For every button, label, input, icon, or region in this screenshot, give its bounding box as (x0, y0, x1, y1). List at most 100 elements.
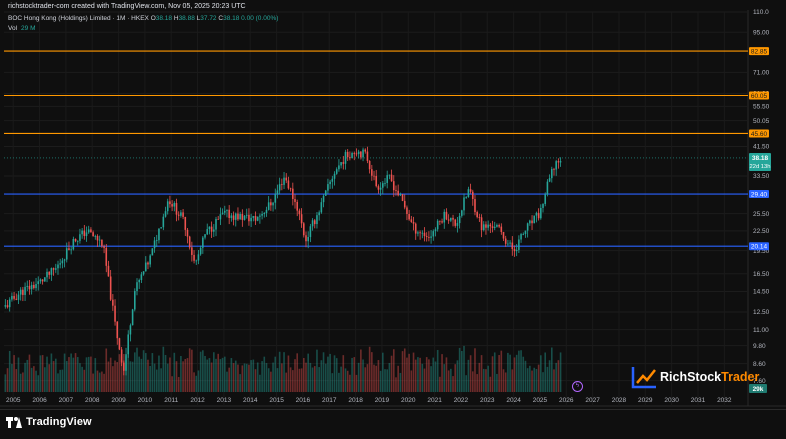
candle-body[interactable] (419, 232, 421, 234)
candle-body[interactable] (535, 212, 538, 216)
candle-body[interactable] (107, 265, 110, 277)
candle-body[interactable] (239, 214, 241, 220)
candle-body[interactable] (39, 279, 42, 282)
candle-body[interactable] (373, 175, 375, 177)
candle-body[interactable] (340, 162, 342, 166)
candle-body[interactable] (491, 226, 494, 229)
candle-body[interactable] (454, 219, 457, 226)
candle-body[interactable] (399, 194, 402, 196)
candle-body[interactable] (166, 201, 169, 212)
candle-body[interactable] (105, 247, 108, 266)
candle-body[interactable] (500, 226, 503, 232)
candle-body[interactable] (195, 260, 198, 262)
candle-body[interactable] (217, 218, 220, 220)
candle-body[interactable] (338, 165, 340, 170)
candle-body[interactable] (96, 236, 99, 241)
candle-body[interactable] (322, 195, 325, 203)
candle-body[interactable] (388, 174, 391, 176)
candle-body[interactable] (362, 149, 364, 158)
candle-body[interactable] (37, 281, 40, 285)
candle-body[interactable] (267, 202, 270, 210)
candle-body[interactable] (127, 334, 130, 355)
candle-body[interactable] (357, 151, 360, 155)
candle-body[interactable] (417, 232, 419, 234)
candle-body[interactable] (298, 210, 301, 215)
candle-body[interactable] (186, 229, 189, 237)
candle-body[interactable] (480, 217, 483, 231)
candle-body[interactable] (138, 280, 140, 283)
candle-body[interactable] (123, 362, 125, 371)
candle-body[interactable] (465, 197, 468, 198)
candle-body[interactable] (504, 238, 507, 244)
candle-body[interactable] (469, 189, 472, 192)
candle-body[interactable] (507, 243, 509, 245)
candle-body[interactable] (28, 285, 31, 290)
candle-body[interactable] (213, 229, 215, 232)
candle-body[interactable] (408, 213, 410, 220)
candle-body[interactable] (164, 211, 167, 217)
candle-body[interactable] (41, 279, 44, 282)
price-axis[interactable]: 110.095.0071.0061.0055.5050.0541.5033.50… (753, 9, 770, 385)
tradingview-logo[interactable]: TradingView (6, 416, 92, 428)
candle-body[interactable] (355, 153, 358, 155)
candle-body[interactable] (184, 216, 187, 230)
candle-body[interactable] (153, 240, 156, 249)
candle-body[interactable] (129, 325, 132, 335)
candle-body[interactable] (149, 255, 151, 265)
candle-body[interactable] (171, 204, 173, 207)
candle-body[interactable] (206, 229, 209, 235)
candle-body[interactable] (544, 194, 547, 204)
candle-body[interactable] (199, 247, 202, 255)
candle-body[interactable] (109, 276, 112, 300)
candle-body[interactable] (276, 190, 279, 195)
candle-body[interactable] (430, 236, 432, 238)
candle-body[interactable] (423, 232, 426, 237)
candle-body[interactable] (193, 254, 195, 261)
candle-body[interactable] (283, 177, 285, 185)
lightning-icon[interactable]: ϟ (572, 381, 583, 392)
candle-body[interactable] (316, 215, 318, 225)
time-axis[interactable]: 2005 2006 2007 2008 2009 2010 2011 2012 2013 2014… (6, 397, 732, 404)
candle-body[interactable] (550, 168, 553, 179)
candle-body[interactable] (434, 229, 437, 232)
candle-body[interactable] (493, 226, 496, 229)
candle-body[interactable] (52, 268, 55, 270)
candle-body[interactable] (15, 298, 18, 300)
candle-body[interactable] (344, 151, 347, 164)
candle-body[interactable] (228, 209, 230, 218)
candle-body[interactable] (202, 237, 204, 248)
candle-body[interactable] (478, 217, 481, 218)
candle-body[interactable] (509, 242, 511, 244)
candle-body[interactable] (72, 238, 75, 250)
candle-body[interactable] (456, 223, 459, 226)
candle-body[interactable] (250, 217, 252, 222)
candle-body[interactable] (254, 216, 257, 221)
candle-body[interactable] (366, 151, 369, 161)
candle-body[interactable] (502, 231, 505, 239)
candle-body[interactable] (76, 240, 79, 242)
candle-body[interactable] (410, 219, 413, 222)
candle-body[interactable] (463, 197, 465, 211)
candle-body[interactable] (248, 214, 250, 222)
candle-body[interactable] (289, 188, 292, 190)
candle-body[interactable] (425, 236, 428, 237)
candle-body[interactable] (48, 271, 51, 275)
candle-body[interactable] (403, 200, 406, 208)
candle-body[interactable] (112, 299, 114, 306)
candle-body[interactable] (140, 274, 143, 281)
candle-body[interactable] (489, 224, 492, 227)
candle-body[interactable] (230, 215, 233, 218)
candle-body[interactable] (24, 286, 26, 295)
candle-body[interactable] (511, 242, 514, 250)
candle-body[interactable] (294, 198, 296, 202)
symbol-legend[interactable]: BOC Hong Kong (Holdings) Limited · 1M · … (8, 15, 278, 22)
candle-body[interactable] (50, 268, 53, 275)
candle-body[interactable] (307, 237, 309, 242)
candle-body[interactable] (498, 224, 500, 227)
candle-body[interactable] (210, 226, 213, 232)
candle-body[interactable] (441, 221, 443, 223)
candle-body[interactable] (386, 175, 388, 183)
candle-body[interactable] (476, 212, 478, 218)
candle-body[interactable] (265, 209, 268, 214)
candle-body[interactable] (131, 309, 134, 326)
